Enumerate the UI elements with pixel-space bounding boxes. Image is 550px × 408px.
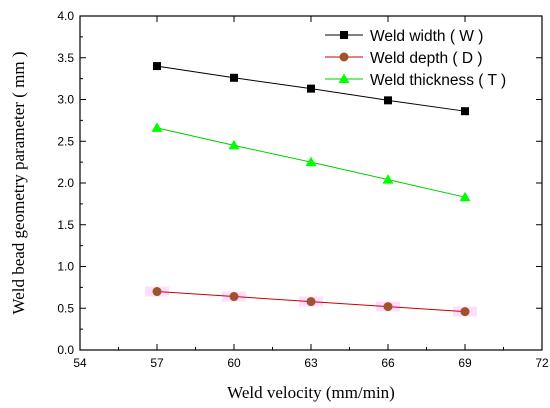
y-axis: 0.0 0.5 1.0 1.5 2.0 2.5 3.0 3.5 4.0 bbox=[57, 9, 542, 357]
data-point-series-1 bbox=[383, 302, 393, 312]
data-point-series-1 bbox=[460, 307, 470, 317]
x-tick-label: 60 bbox=[227, 356, 241, 370]
y-tick-label: 2.0 bbox=[57, 176, 74, 190]
legend-marker bbox=[339, 52, 349, 62]
y-axis-title: Weld bead geometry parameter ( mm ) bbox=[9, 52, 28, 315]
data-point-series-1 bbox=[229, 292, 239, 302]
y-tick-label: 4.0 bbox=[57, 9, 74, 23]
y-tick-label: 0.5 bbox=[57, 301, 74, 315]
data-point-series-2 bbox=[151, 122, 163, 132]
series-markers bbox=[151, 62, 471, 317]
x-tick-label: 69 bbox=[458, 356, 472, 370]
legend-marker bbox=[340, 31, 348, 39]
legend: Weld width ( W ) Weld depth ( D ) Weld thi… bbox=[325, 28, 506, 89]
x-axis-title: Weld velocity (mm/min) bbox=[227, 383, 395, 402]
x-tick-label: 57 bbox=[150, 356, 164, 370]
legend-marker bbox=[338, 73, 350, 83]
legend-label: Weld depth ( D ) bbox=[370, 50, 483, 67]
legend-label: Weld thickness ( T ) bbox=[370, 72, 506, 89]
data-point-series-2 bbox=[459, 191, 471, 202]
data-point-series-1 bbox=[306, 297, 316, 307]
y-tick-label: 3.0 bbox=[57, 93, 74, 107]
x-tick-label: 63 bbox=[304, 356, 318, 370]
y-tick-label: 3.5 bbox=[57, 51, 74, 65]
x-axis: 54 57 60 63 66 69 72 bbox=[73, 16, 549, 370]
x-tick-label: 72 bbox=[535, 356, 549, 370]
y-tick-label: 0.0 bbox=[57, 343, 74, 357]
legend-label: Weld width ( W ) bbox=[370, 28, 483, 45]
data-point-series-2 bbox=[305, 156, 317, 167]
data-point-series-0 bbox=[153, 62, 161, 71]
data-point-series-0 bbox=[384, 96, 392, 105]
data-point-series-0 bbox=[461, 107, 469, 116]
y-tick-label: 2.5 bbox=[57, 134, 74, 148]
y-tick-label: 1.0 bbox=[57, 260, 74, 274]
x-tick-label: 66 bbox=[381, 356, 395, 370]
data-point-series-0 bbox=[307, 84, 315, 93]
data-point-series-1 bbox=[152, 287, 162, 297]
data-point-series-0 bbox=[230, 73, 238, 82]
x-tick-label: 54 bbox=[73, 356, 87, 370]
data-point-series-2 bbox=[382, 174, 394, 184]
y-tick-label: 1.5 bbox=[57, 218, 74, 232]
data-point-series-2 bbox=[228, 139, 240, 150]
